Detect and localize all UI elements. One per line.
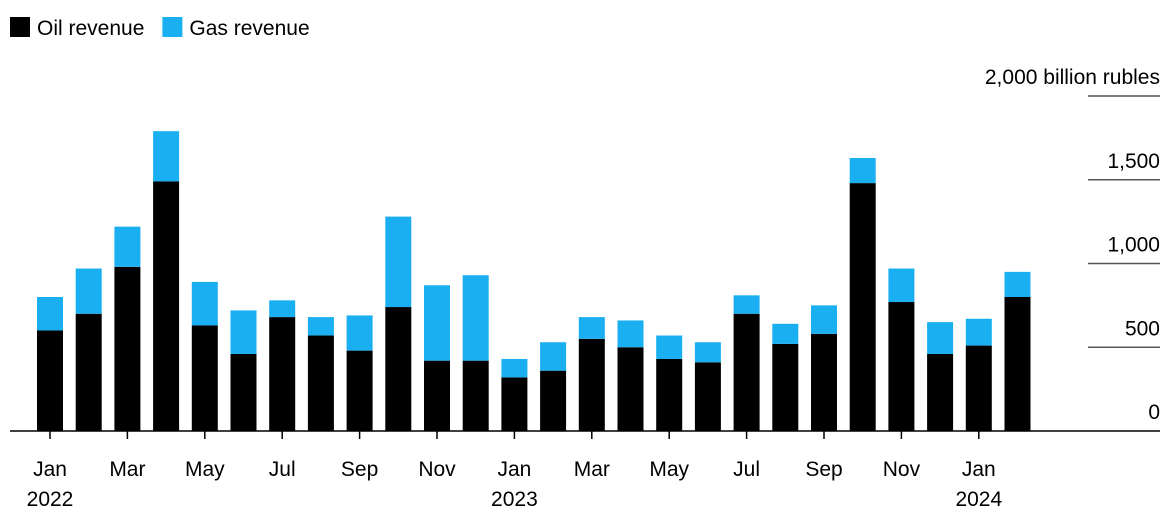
bar-segment — [75, 268, 102, 314]
bar-segment — [617, 347, 644, 431]
bar-segment — [578, 338, 605, 431]
bar-segment — [1004, 297, 1031, 431]
y-tick-label: 500 — [1125, 317, 1160, 340]
bar-segment — [37, 330, 63, 431]
bar-segment — [501, 377, 528, 431]
x-tick-label: Nov — [883, 458, 921, 481]
legend-label: Oil revenue — [37, 17, 144, 40]
bar-segment — [540, 370, 567, 431]
bar-segment — [114, 266, 141, 431]
y-tick-label: 1,000 — [1107, 234, 1160, 257]
bar-segment — [965, 345, 992, 431]
bar-segment — [772, 343, 799, 431]
x-tick-label: Sep — [341, 458, 378, 481]
bar-segment — [269, 300, 296, 318]
x-tick-label: Mar — [109, 458, 145, 481]
bar-segment — [1004, 271, 1031, 297]
x-tick-label: Sep — [805, 458, 842, 481]
bar-segment — [656, 335, 683, 359]
bar-segment — [927, 322, 954, 354]
bar-segment — [153, 181, 180, 431]
x-tick-label: Mar — [574, 458, 610, 481]
y-tick-label: 1,500 — [1107, 150, 1160, 173]
bar-segment — [888, 268, 915, 303]
bar-segment — [114, 226, 141, 267]
bar-segment — [424, 360, 450, 431]
bar-segment — [849, 183, 876, 431]
bar-segment — [346, 350, 373, 431]
bar-segment — [269, 317, 296, 431]
bar-segment — [307, 335, 334, 431]
y-tick-label: 0 — [1148, 401, 1160, 424]
bar-segment — [424, 285, 450, 361]
bar-segment — [733, 313, 760, 431]
legend-label: Gas revenue — [189, 17, 309, 40]
bar-segment — [346, 315, 373, 351]
bar-segment — [230, 353, 257, 431]
x-tick-label: Jul — [269, 458, 296, 481]
bar-segment — [75, 313, 102, 431]
x-tick-label: Jul — [733, 458, 760, 481]
bar-segment — [307, 317, 334, 336]
bar-segment — [191, 281, 218, 326]
bar-segment — [540, 342, 567, 371]
y-tick-label: 2,000 billion rubles — [985, 66, 1160, 89]
bar-segment — [385, 307, 412, 431]
x-tick-label: May — [185, 458, 225, 481]
bar-segment — [733, 295, 760, 314]
bar-segment — [811, 305, 837, 334]
bar-segment — [617, 320, 644, 348]
x-tick-label: May — [649, 458, 689, 481]
legend-swatch — [162, 17, 183, 37]
bar-segment — [965, 318, 992, 346]
bar-segment — [191, 325, 218, 431]
bar-segment — [501, 358, 528, 378]
x-tick-label: Jan 2022 — [27, 458, 74, 511]
bar-segment — [694, 342, 721, 363]
bar-segment — [385, 216, 412, 308]
bar-segment — [153, 131, 180, 182]
bar-segment — [927, 353, 954, 431]
bar-segment — [37, 297, 63, 331]
bar-segment — [888, 302, 915, 431]
bar-segment — [849, 157, 876, 184]
bar-segment — [578, 317, 605, 339]
bar-segment — [811, 333, 837, 431]
bar-segment — [462, 275, 489, 361]
x-tick-label: Jan 2023 — [491, 458, 538, 511]
bar-segment — [772, 323, 799, 344]
bar-segment — [230, 310, 257, 354]
x-tick-label: Nov — [418, 458, 456, 481]
bar-segment — [462, 360, 489, 431]
bar-segment — [656, 358, 683, 431]
bar-segment — [694, 362, 721, 431]
x-tick-label: Jan 2024 — [955, 458, 1002, 511]
legend-swatch — [10, 17, 30, 37]
